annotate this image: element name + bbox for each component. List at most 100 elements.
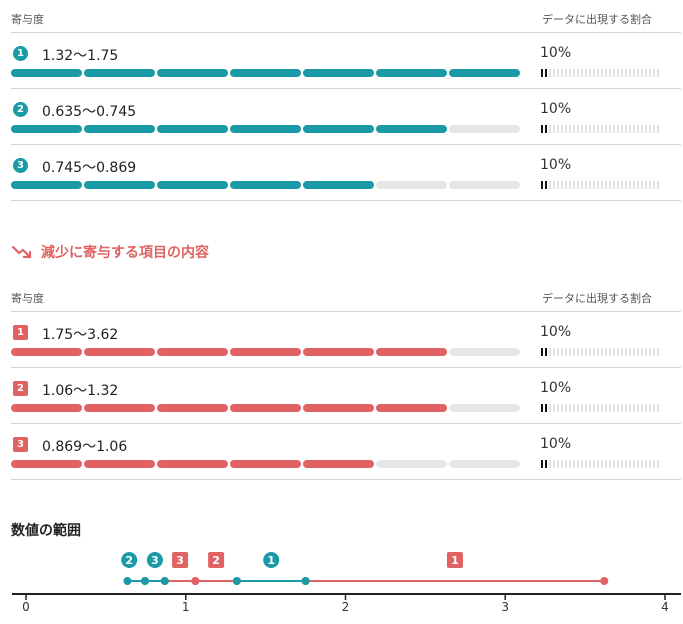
meter-tick [637, 181, 639, 189]
meter-tick [573, 460, 575, 468]
meter-tick [621, 125, 623, 133]
meter-tick [641, 125, 643, 133]
table-row[interactable]: 1 1.75〜3.62 10% [11, 312, 681, 368]
meter-tick [621, 181, 623, 189]
meter-tick [545, 348, 547, 356]
meter-tick [549, 181, 551, 189]
table-row[interactable]: 1 1.32〜1.75 10% [11, 33, 681, 89]
bar-segment [11, 460, 82, 468]
meter-tick [561, 181, 563, 189]
meter-tick [649, 181, 651, 189]
meter-tick [621, 348, 623, 356]
range-badge [263, 552, 280, 568]
meter-tick [549, 348, 551, 356]
bar-segment [11, 404, 82, 412]
meter-tick [549, 404, 551, 412]
bar-segment [157, 69, 228, 77]
meter-tick [549, 125, 551, 133]
meter-tick [557, 460, 559, 468]
bar-segment [449, 181, 520, 189]
share-meter [541, 181, 661, 189]
share-percent: 10% [540, 45, 572, 61]
meter-tick [565, 69, 567, 77]
bar-segment [449, 69, 520, 77]
meter-tick [565, 404, 567, 412]
meter-tick [581, 348, 583, 356]
meter-tick [557, 404, 559, 412]
contribution-bar [11, 348, 520, 356]
table-row[interactable]: 3 0.745〜0.869 10% [11, 145, 681, 201]
meter-tick [561, 69, 563, 77]
meter-tick [593, 69, 595, 77]
meter-tick [597, 125, 599, 133]
table-row[interactable]: 3 0.869〜1.06 10% [11, 424, 681, 480]
meter-tick [589, 69, 591, 77]
bar-segment [84, 181, 155, 189]
table-row[interactable]: 2 0.635〜0.745 10% [11, 89, 681, 145]
share-meter [541, 460, 661, 468]
meter-tick [621, 69, 623, 77]
meter-tick [633, 181, 635, 189]
meter-tick [601, 69, 603, 77]
meter-tick [609, 460, 611, 468]
range-end-dot [191, 577, 200, 585]
meter-tick [553, 125, 555, 133]
meter-tick [625, 181, 627, 189]
meter-tick [581, 460, 583, 468]
bar-segment [303, 69, 374, 77]
meter-tick [617, 404, 619, 412]
meter-tick [645, 460, 647, 468]
meter-tick [541, 460, 543, 468]
x-tick-label: 4 [661, 600, 669, 614]
table-row[interactable]: 2 1.06〜1.32 10% [11, 368, 681, 424]
bar-segment [11, 348, 82, 356]
meter-tick [605, 404, 607, 412]
meter-tick [601, 125, 603, 133]
meter-tick [633, 69, 635, 77]
meter-tick [653, 125, 655, 133]
bar-segment [376, 181, 447, 189]
meter-tick [569, 460, 571, 468]
contribution-bar [11, 404, 520, 412]
meter-tick [545, 460, 547, 468]
contribution-bar [11, 69, 520, 77]
bar-segment [157, 181, 228, 189]
meter-tick [613, 125, 615, 133]
meter-tick [557, 69, 559, 77]
meter-tick [629, 404, 631, 412]
meter-tick [621, 404, 623, 412]
meter-tick [581, 181, 583, 189]
meter-tick [541, 69, 543, 77]
meter-tick [597, 69, 599, 77]
bar-segment [230, 125, 301, 133]
meter-tick [557, 125, 559, 133]
meter-tick [597, 404, 599, 412]
x-tick-label: 1 [182, 600, 190, 614]
meter-tick [573, 404, 575, 412]
x-tick-label: 3 [501, 600, 509, 614]
range-value: 1.75〜3.62 [42, 327, 119, 343]
range-badge-label: 1 [451, 554, 459, 567]
meter-tick [653, 348, 655, 356]
bar-segment [376, 348, 447, 356]
meter-tick [585, 404, 587, 412]
meter-tick [565, 460, 567, 468]
meter-tick [553, 460, 555, 468]
meter-tick [553, 181, 555, 189]
contribution-header: 寄与度 [11, 13, 44, 26]
bar-segment [449, 125, 520, 133]
meter-tick [653, 181, 655, 189]
range-value: 0.869〜1.06 [42, 439, 128, 455]
meter-tick [625, 69, 627, 77]
range-value: 0.635〜0.745 [42, 104, 137, 120]
rank-badge: 3 [13, 437, 28, 452]
meter-tick [629, 125, 631, 133]
share-meter [541, 125, 661, 133]
meter-tick [597, 181, 599, 189]
meter-tick [553, 404, 555, 412]
bar-segment [376, 69, 447, 77]
bar-segment [84, 69, 155, 77]
meter-tick [577, 125, 579, 133]
rank-badge: 2 [13, 102, 28, 117]
meter-tick [625, 460, 627, 468]
